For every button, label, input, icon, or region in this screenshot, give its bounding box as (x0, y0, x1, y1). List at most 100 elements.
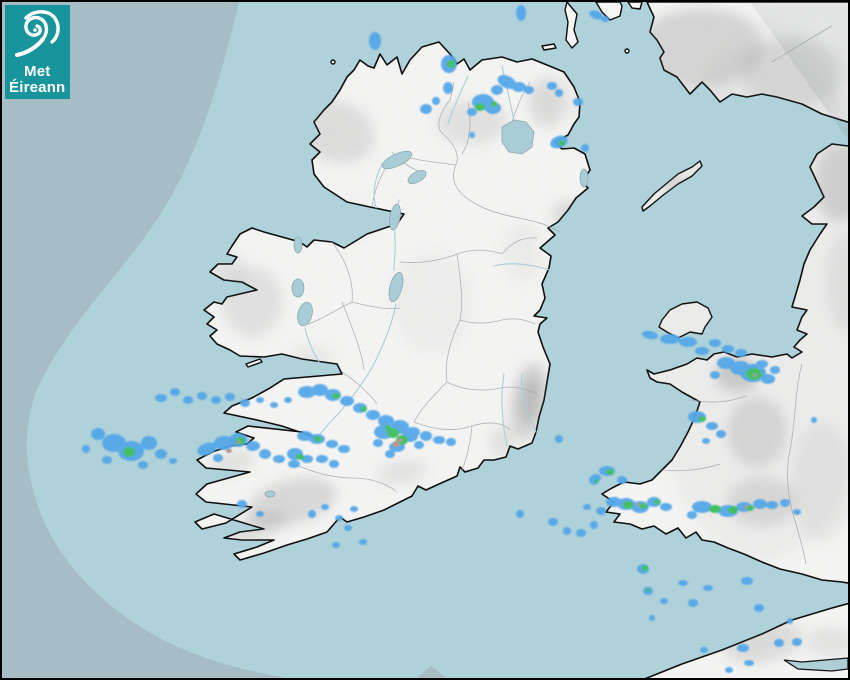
rain-cell (332, 542, 340, 548)
rain-cell (91, 428, 105, 440)
rain-cell (642, 330, 658, 340)
rain-cell (793, 509, 801, 515)
tory-island (330, 59, 336, 65)
rain-cell (702, 438, 710, 444)
rain-cell (344, 525, 352, 531)
rain-cell (102, 456, 112, 464)
rain-cell (420, 431, 432, 441)
rain-cell (710, 371, 720, 379)
strangford-lough (579, 168, 589, 188)
rain-cell (639, 503, 647, 509)
rain-cell (761, 374, 775, 384)
rain-cell (485, 102, 501, 114)
rain-cell (414, 441, 424, 449)
radar-range-boundary-ne (750, 2, 848, 140)
lough-conn (293, 236, 303, 254)
rain-cell (703, 585, 713, 591)
rain-cell (155, 394, 167, 402)
rain-cell (288, 460, 300, 468)
rain-cell (246, 441, 260, 451)
lough-ree (389, 203, 401, 231)
rain-cell (329, 460, 339, 468)
rain-cell (378, 415, 394, 427)
rain-cell (654, 499, 660, 505)
rain-cell (555, 89, 563, 97)
rain-cell (475, 103, 485, 111)
rain-cell (581, 144, 589, 152)
ailsa-craig-island (624, 48, 630, 54)
rain-cell (660, 598, 668, 604)
logo-text-eireann: Éireann (9, 79, 66, 96)
rain-cell (709, 339, 721, 347)
lough-mask (291, 278, 305, 298)
rain-cell (756, 360, 768, 368)
rain-cell (214, 436, 234, 450)
rain-cell (716, 430, 726, 438)
rain-cell (312, 384, 328, 396)
rain-cell (737, 644, 749, 652)
rain-cell (687, 511, 697, 519)
rain-cell (589, 10, 603, 20)
rain-cell (197, 392, 207, 400)
rain-cell (447, 60, 455, 68)
rain-cell (491, 85, 503, 95)
rain-cell (361, 406, 367, 412)
killarney-lakes (264, 490, 276, 498)
rain-cell (284, 397, 292, 403)
rain-cell (340, 396, 354, 406)
rain-cell (606, 469, 614, 475)
rain-cell (366, 410, 380, 420)
rain-cell (660, 334, 680, 344)
rain-cell (617, 476, 627, 484)
rain-cell (649, 615, 655, 621)
county-borders (293, 25, 833, 565)
rain-cell (443, 82, 453, 94)
bute-island (627, 2, 643, 10)
rain-cell (660, 503, 672, 511)
rain-cell (744, 505, 748, 509)
rain-cell (273, 455, 285, 463)
rivers (304, 65, 551, 447)
rain-cell (170, 388, 180, 396)
rain-cell (547, 82, 557, 90)
logo-text-met: Met (24, 63, 51, 80)
rain-cell (591, 474, 601, 482)
rain-cell (197, 442, 217, 456)
rain-cell (338, 445, 350, 453)
rain-cell (123, 447, 135, 457)
rain-cell (646, 588, 650, 592)
rain-cell (576, 529, 586, 537)
rain-cell (770, 366, 780, 374)
rain-cell (256, 397, 264, 403)
upper-lough-erne (407, 169, 427, 185)
rain-cell (169, 458, 177, 464)
rain-cell (497, 75, 517, 89)
rain-cell (387, 428, 399, 438)
rain-cell (741, 577, 753, 585)
rain-cell (735, 349, 747, 357)
rain-cell (623, 501, 633, 509)
rain-cell (298, 386, 316, 398)
lough-neagh (501, 119, 535, 155)
lough-derg (388, 272, 404, 302)
rain-cell (636, 502, 640, 506)
rain-cell (398, 438, 402, 442)
rain-cell (373, 439, 383, 447)
rain-cell (754, 604, 764, 612)
rain-cell (678, 580, 688, 586)
rain-cell (314, 436, 322, 442)
rain-cell (335, 515, 343, 521)
rain-cell (226, 449, 232, 453)
rain-cell (225, 393, 235, 401)
rain-cell (594, 479, 598, 483)
rain-cell (332, 393, 340, 399)
rain-cell (432, 97, 440, 105)
rain-cell (524, 86, 534, 94)
rain-cell (548, 518, 558, 526)
rain-cell (308, 510, 316, 518)
rain-cell (385, 425, 391, 431)
rain-cell (296, 454, 304, 460)
rain-cell (321, 504, 329, 510)
rain-cell (642, 565, 648, 571)
